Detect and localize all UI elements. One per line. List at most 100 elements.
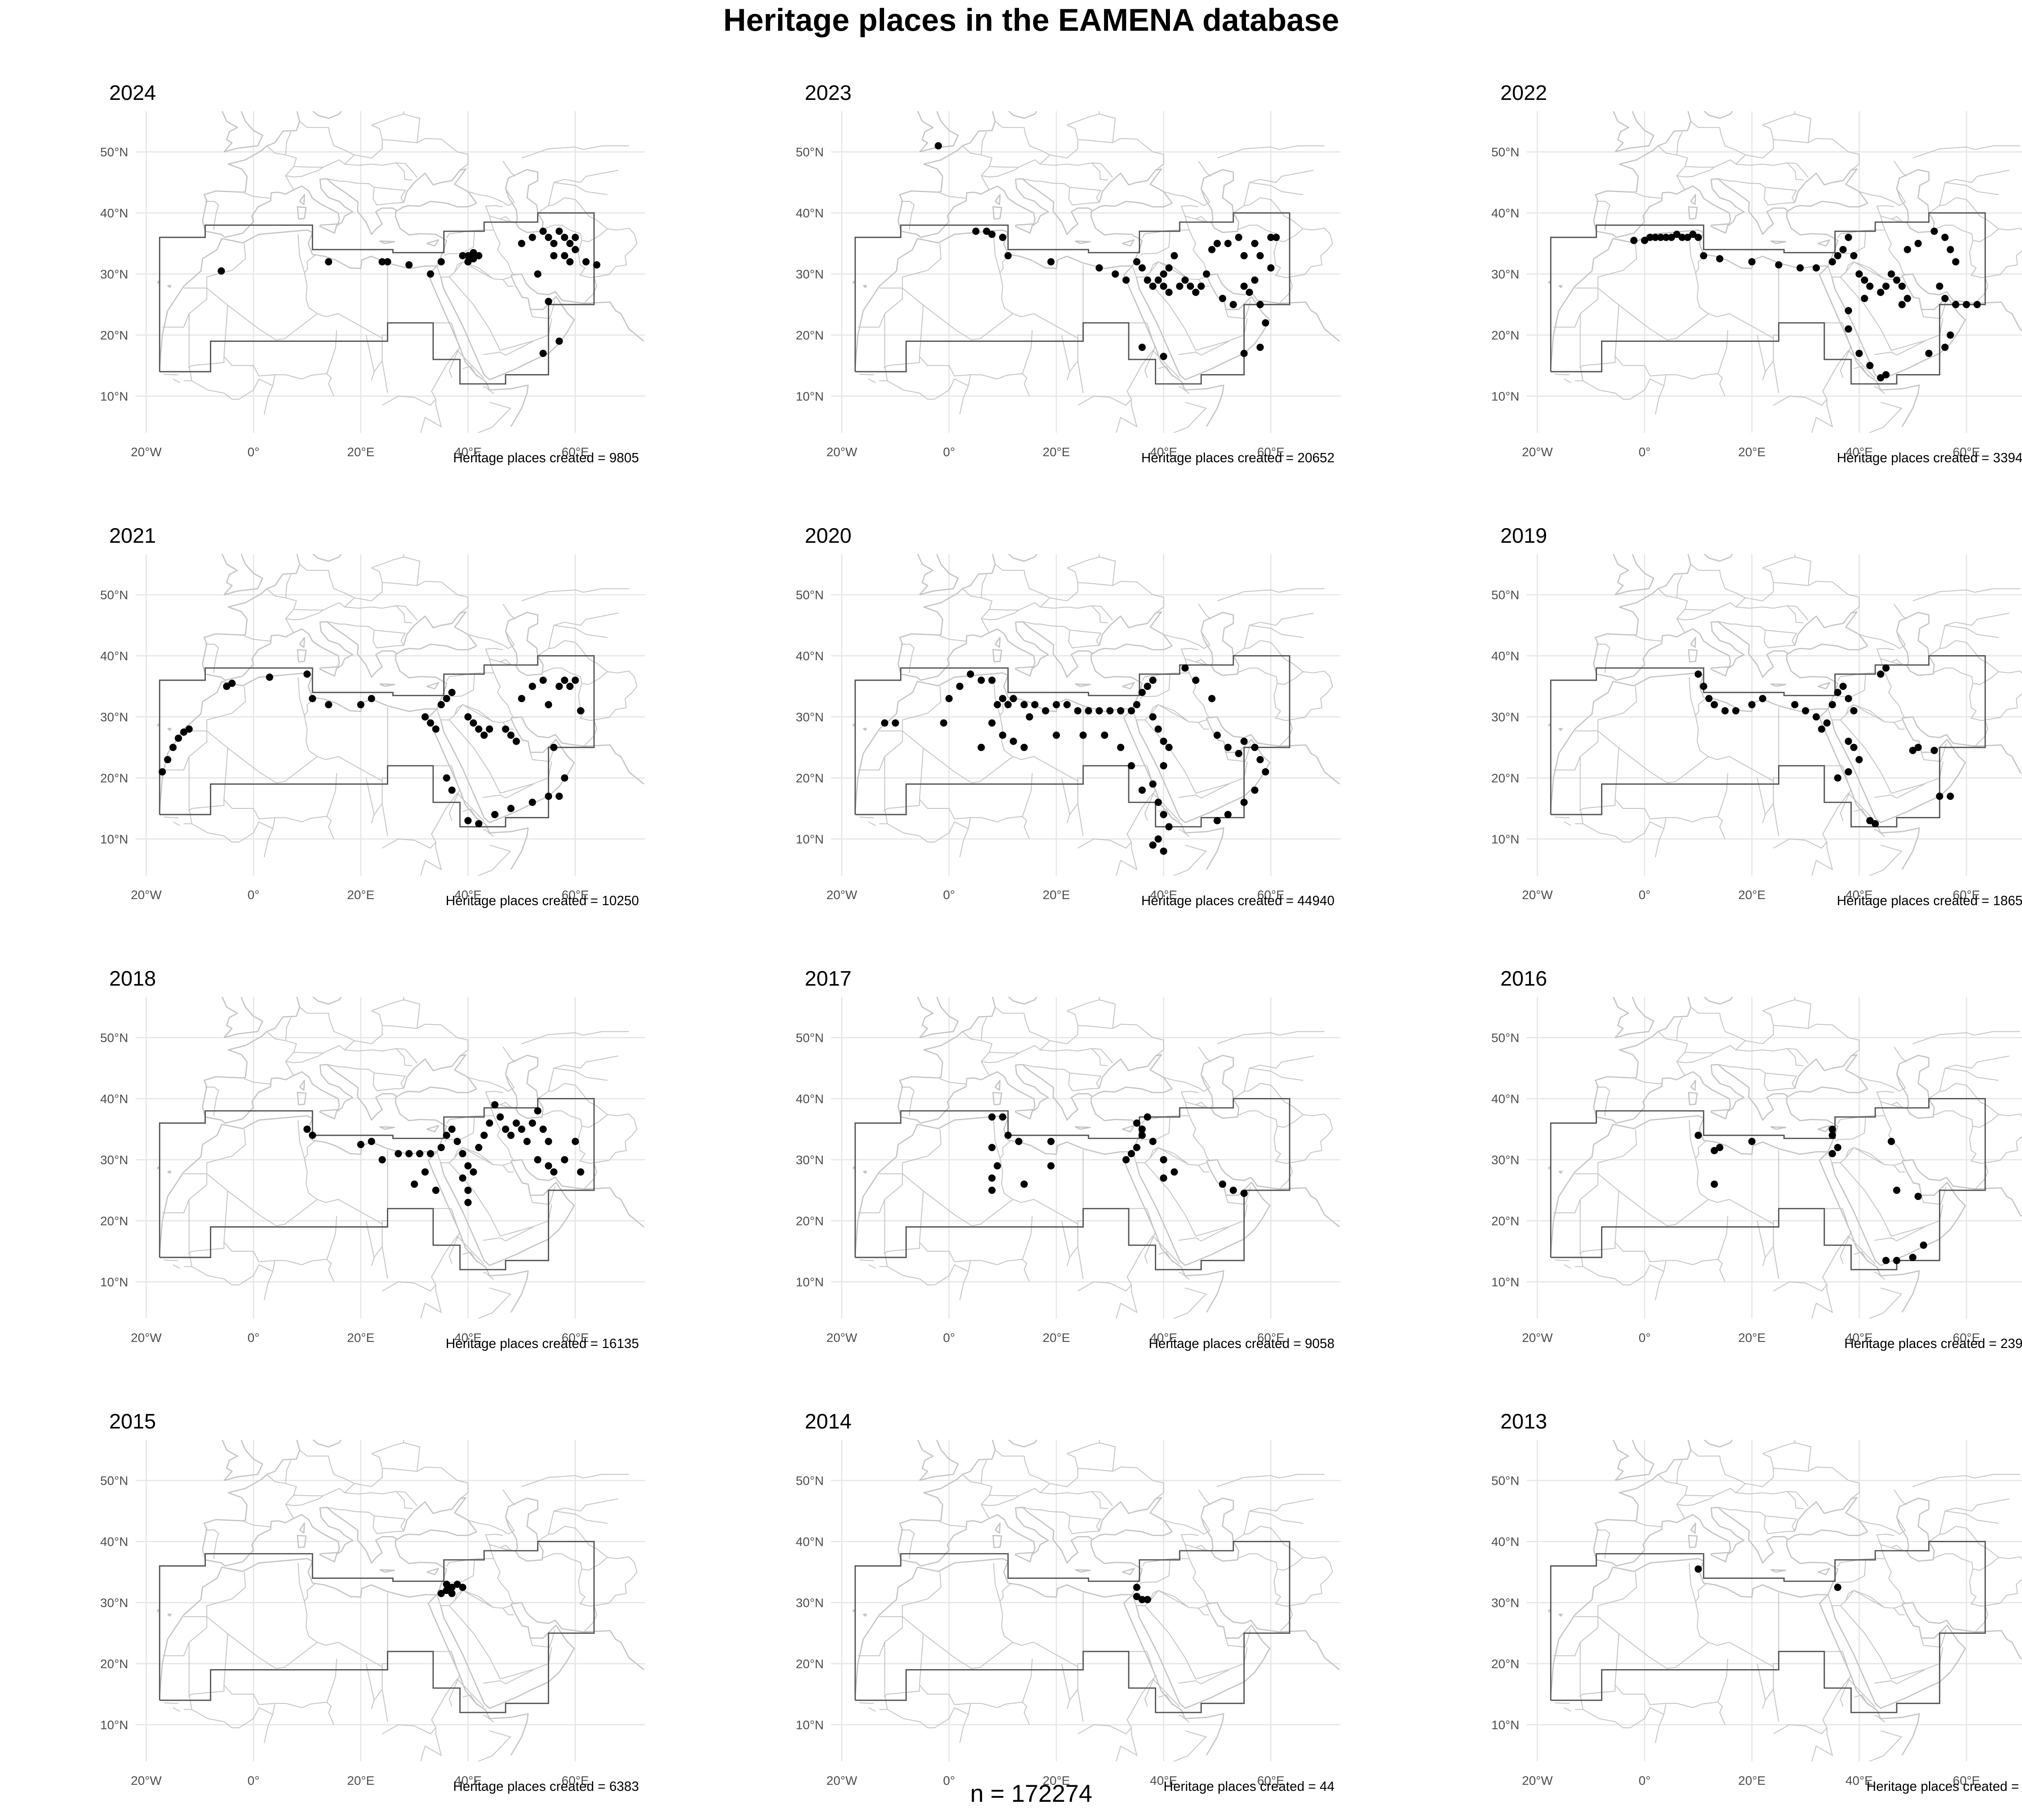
heritage-place-point <box>1952 301 1960 308</box>
country-border <box>264 385 273 415</box>
heritage-place-point <box>228 679 236 687</box>
country-border <box>1933 667 1988 747</box>
country-border <box>382 1467 469 1499</box>
country-border <box>1688 677 1709 757</box>
country-border <box>582 671 638 721</box>
heritage-place-point <box>325 701 332 709</box>
country-border <box>485 648 503 673</box>
country-border <box>1688 1563 1709 1643</box>
heritage-place-point <box>1646 233 1654 241</box>
heritage-place-point <box>555 337 563 345</box>
country-border <box>1874 1715 1885 1723</box>
country-border <box>1142 672 1176 681</box>
country-border <box>1757 1221 1766 1258</box>
lat-tick-label: 30°N <box>796 710 824 724</box>
country-border <box>467 1517 515 1535</box>
coastline <box>395 1529 477 1595</box>
country-border <box>396 1491 418 1507</box>
heritage-place-point <box>988 231 996 238</box>
country-border <box>449 1162 552 1237</box>
heritage-place-point <box>480 1132 488 1139</box>
country-border <box>1718 621 1766 631</box>
country-border <box>1677 1259 1726 1282</box>
country-border <box>1277 671 1333 721</box>
heritage-place-point <box>1882 1257 1890 1264</box>
country-border <box>542 224 597 304</box>
lat-tick-label: 10°N <box>796 1718 824 1732</box>
country-border <box>264 1271 273 1300</box>
heritage-place-point <box>1267 264 1275 272</box>
heritage-place-point <box>1946 246 1954 254</box>
country-border <box>1690 564 1774 601</box>
coastline <box>1896 612 1935 676</box>
heritage-place-point <box>1844 737 1852 745</box>
heritage-place-point <box>1893 1257 1901 1264</box>
basemap <box>1548 1440 2022 1761</box>
coastline <box>1896 1497 1935 1562</box>
country-border <box>1837 229 1872 238</box>
country-border <box>1772 338 1779 394</box>
heritage-place-point <box>1732 707 1740 715</box>
heritage-place-point <box>223 683 231 690</box>
country-border <box>1764 1072 1797 1092</box>
heritage-place-point <box>1904 246 1911 254</box>
coastline <box>221 111 238 152</box>
country-border <box>1078 138 1164 171</box>
coastline <box>403 611 477 647</box>
lon-tick-label: 20°W <box>131 1331 162 1345</box>
country-border <box>381 1667 388 1722</box>
heritage-place-point <box>1138 343 1146 351</box>
heritage-place-point <box>555 683 563 690</box>
country-border <box>530 301 556 319</box>
heritage-place-point <box>464 258 472 266</box>
country-border <box>879 1703 971 1729</box>
country-border <box>1597 730 1717 783</box>
lat-tick-label: 20°N <box>1491 771 1519 785</box>
country-border <box>1553 1616 1599 1656</box>
country-border <box>989 609 1020 614</box>
country-border <box>403 1442 421 1472</box>
heritage-place-point <box>357 1141 365 1148</box>
panel-caption: Heritage places created = 9058 <box>1148 1336 1335 1351</box>
country-border <box>1553 730 1599 770</box>
coastline <box>1612 1440 1629 1481</box>
heritage-place-point <box>539 227 547 235</box>
country-border <box>1040 163 1067 166</box>
country-border <box>1132 1590 1207 1609</box>
country-border <box>995 121 1079 159</box>
country-border <box>485 1534 503 1559</box>
heritage-place-point <box>1925 349 1933 357</box>
coastline <box>1550 229 1920 427</box>
map-panel-2019: 50°N 40°N 30°N 20°N 10°N 20°W 0° 20°E 40°E 60°E 20… <box>1391 483 2022 908</box>
country-border <box>285 1460 292 1484</box>
country-border <box>1939 182 1999 206</box>
coastline <box>1596 621 1788 681</box>
country-border <box>1040 1049 1067 1052</box>
country-border <box>1150 1590 1159 1601</box>
heritage-place-point <box>1834 1583 1842 1591</box>
heritage-place-point <box>988 719 996 727</box>
country-border <box>420 1694 446 1761</box>
island <box>1710 1552 1729 1562</box>
island <box>379 1126 396 1130</box>
country-border <box>999 1140 1011 1159</box>
heritage-place-point <box>464 713 472 721</box>
country-border <box>1068 629 1102 649</box>
heritage-place-point <box>1748 701 1756 709</box>
country-border <box>1773 1467 1860 1499</box>
country-border <box>299 121 383 159</box>
panel-year-label: 2017 <box>805 967 852 990</box>
country-border <box>962 588 993 633</box>
country-border <box>483 1272 494 1280</box>
country-border <box>939 635 967 642</box>
country-border <box>173 821 180 826</box>
country-border <box>304 1140 316 1159</box>
island <box>1558 1613 1563 1617</box>
country-border <box>1141 349 1180 379</box>
heritage-place-point <box>977 744 985 751</box>
country-border <box>1794 999 1812 1029</box>
country-border <box>1853 704 1885 722</box>
country-border <box>981 1017 987 1041</box>
heritage-place-point <box>1047 1138 1055 1145</box>
country-border <box>243 1078 271 1085</box>
